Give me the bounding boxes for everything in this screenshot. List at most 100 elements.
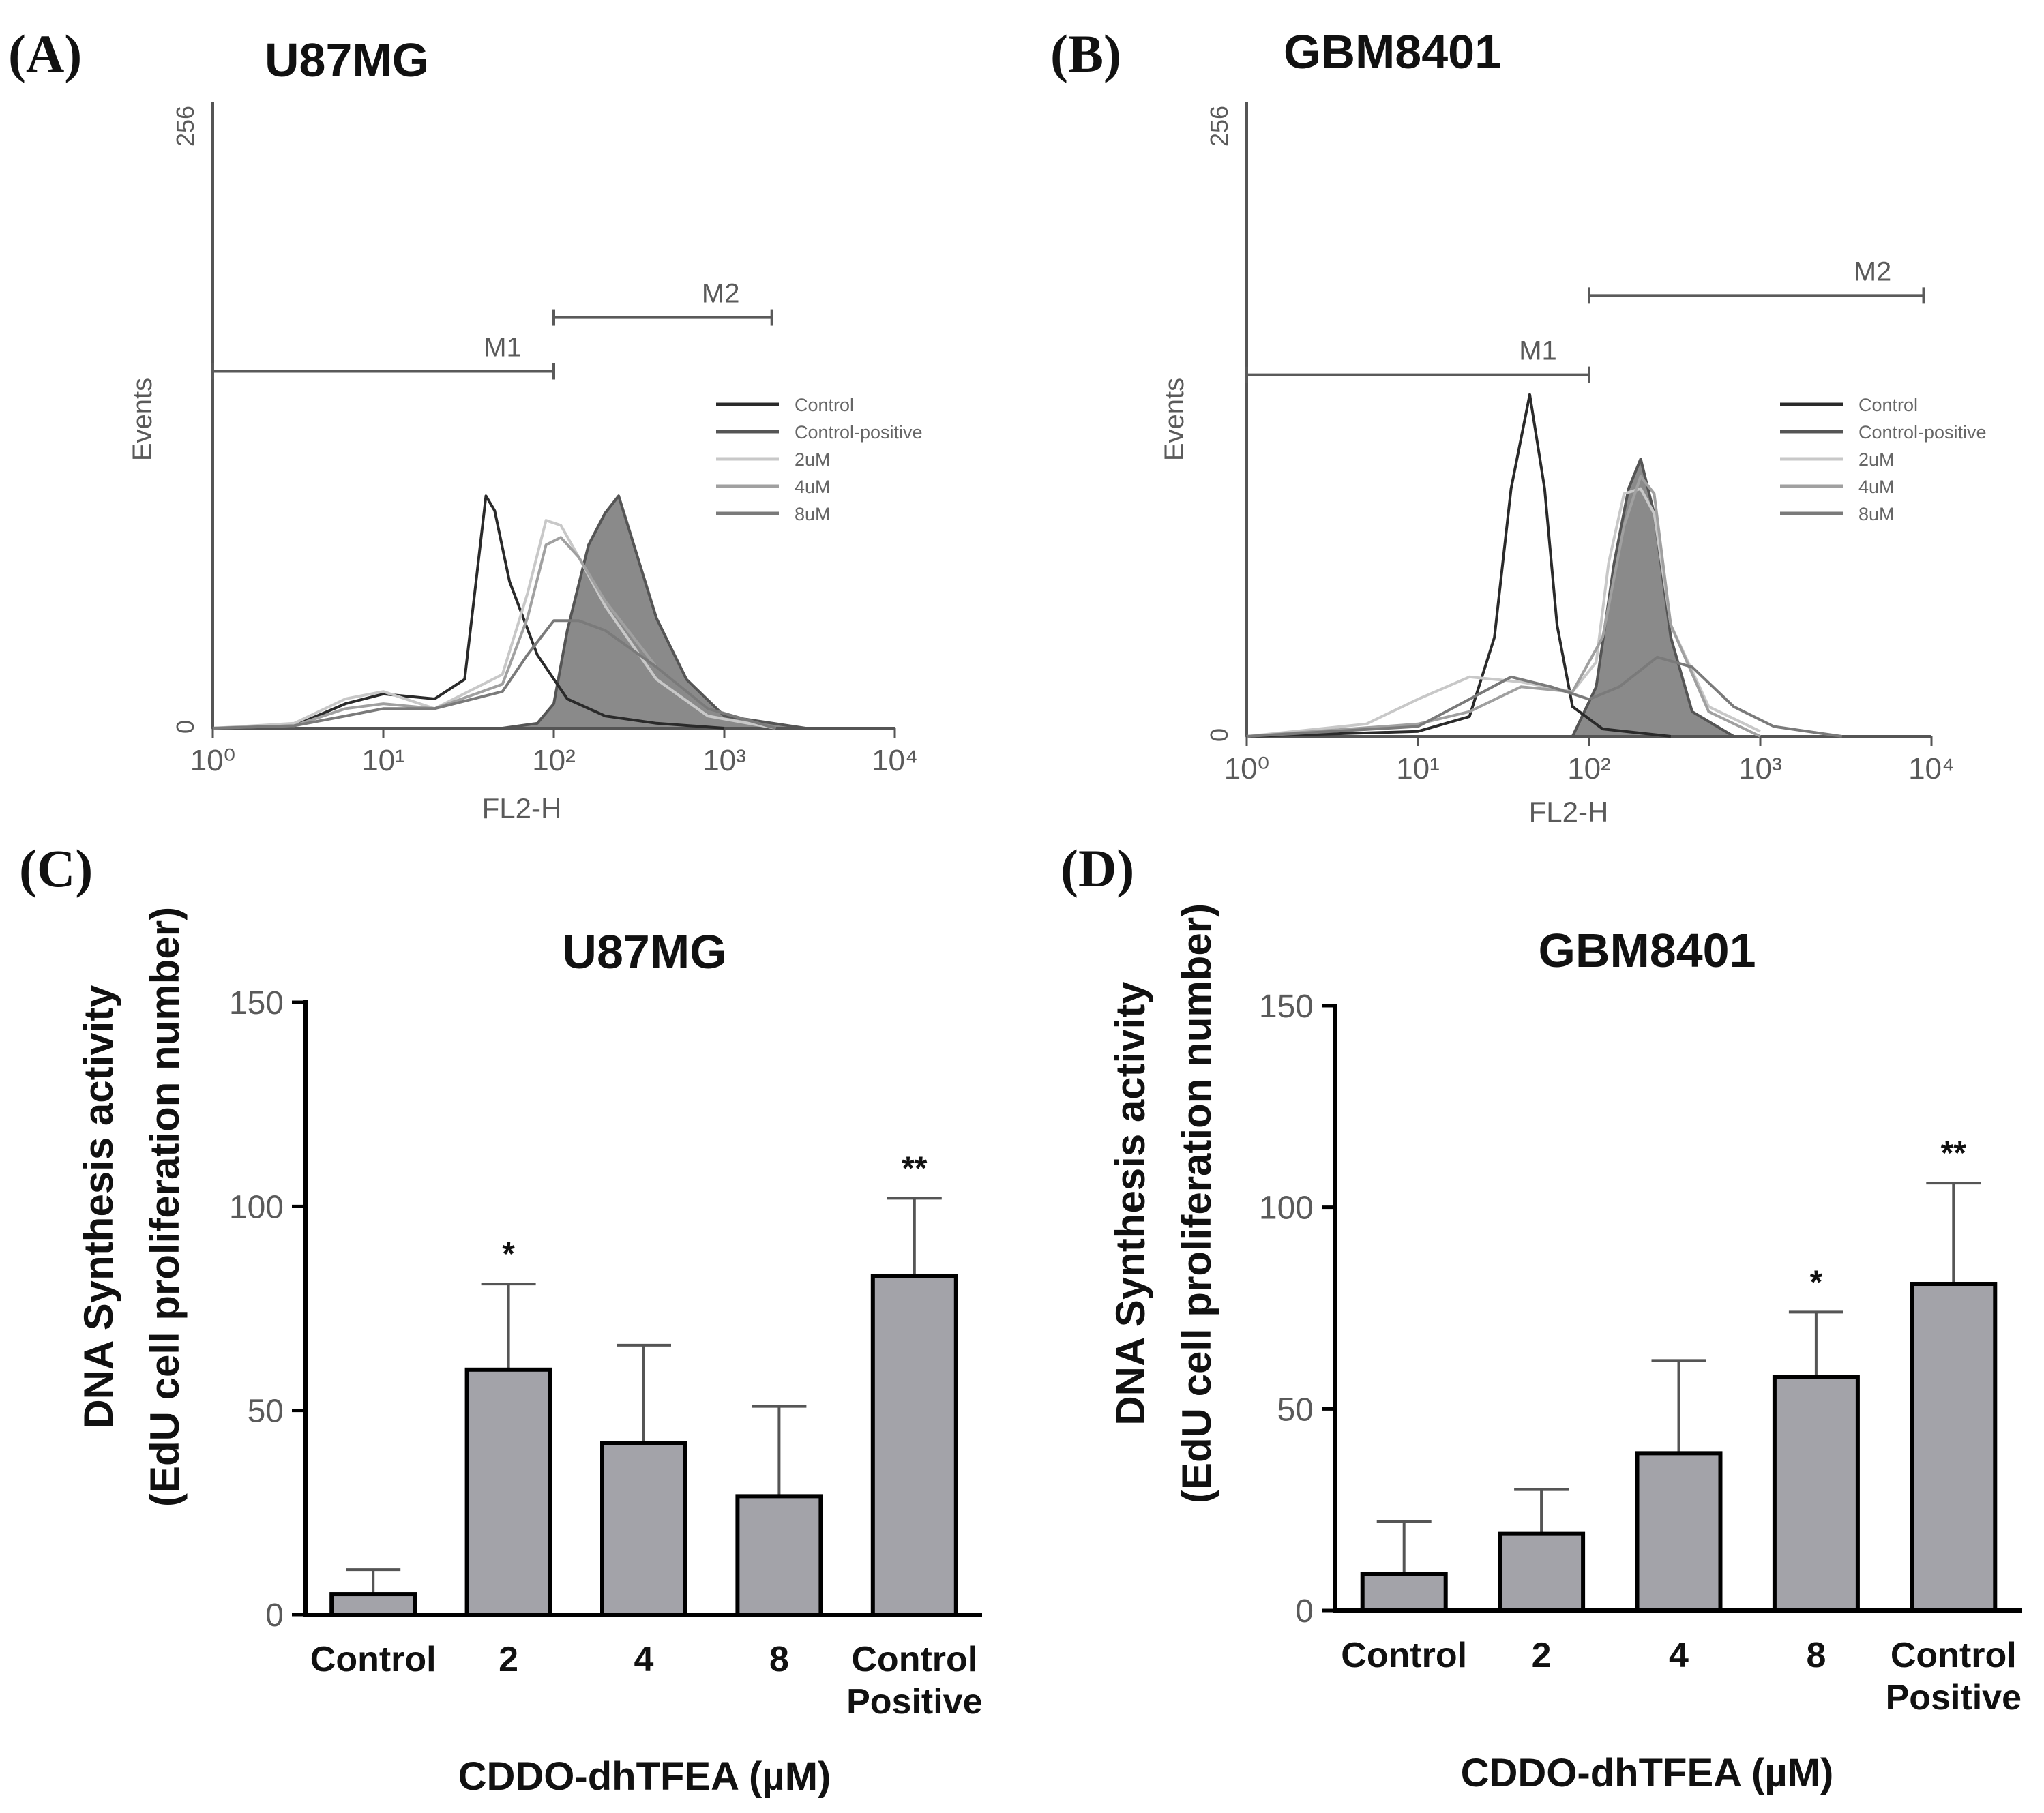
panel-c-x-tick-label: 4 <box>634 1640 654 1679</box>
panel-b-curve-8um <box>1246 655 1843 738</box>
panel-a-x-axis-label: FL2-H <box>482 792 562 824</box>
panel-c-y-tick-label: 50 <box>248 1394 284 1430</box>
panel-b-legend-label: Control <box>1858 395 1918 415</box>
panel-d-bar <box>1360 1572 1448 1613</box>
panel-b-series <box>1245 393 1843 738</box>
panel-d-bar <box>1772 1375 1860 1613</box>
panel-c-x-tick-label: Positive <box>846 1682 982 1722</box>
panel-d-significance-label: ** <box>1941 1135 1967 1171</box>
panel-b-curve-4um <box>1246 475 1761 738</box>
panel-a-y-tick-label: 0 <box>171 720 199 734</box>
panel-c-bar <box>600 1441 687 1617</box>
panel-d-significance-label: * <box>1810 1264 1823 1300</box>
panel-c-letter: (C) <box>19 839 93 898</box>
panel-c-significance-label: * <box>502 1236 515 1272</box>
panel-b-x-axis-label: FL2-H <box>1529 796 1609 828</box>
panel-a-legend: Control Control-positive 2uM 4uM 8uM <box>716 395 923 524</box>
panel-d-bar <box>1910 1282 1998 1613</box>
panel-d-title: GBM8401 <box>1538 924 1756 977</box>
panel-a-x-tick-label: 10¹ <box>361 744 405 777</box>
panel-d-x-tick-label: Control <box>1341 1636 1467 1675</box>
panel-a-axes: 10⁰ 10¹ 10² 10³ 10⁴ 0 256 <box>171 102 918 777</box>
panel-a-legend-label: 2uM <box>795 449 831 470</box>
panel-d-x-tick-label: 2 <box>1532 1636 1552 1675</box>
panel-a-x-tick-label: 10⁰ <box>190 744 236 777</box>
panel-b-markers: M1 M2 <box>1245 256 1925 383</box>
panel-a-curve-control <box>212 494 725 730</box>
panel-b-legend-label: 2uM <box>1858 449 1895 470</box>
panel-b-legend-label: Control-positive <box>1858 422 1987 443</box>
panel-c-x-tick-label: 8 <box>769 1640 789 1679</box>
panel-c-bar <box>464 1367 552 1617</box>
panel-c-bars: *** <box>329 1150 958 1617</box>
panel-d-x-tick-label: 8 <box>1806 1636 1826 1675</box>
panel-d-bar <box>1635 1451 1723 1613</box>
panel-b-legend-label: 8uM <box>1858 504 1895 524</box>
panel-b-x-tick-label: 10² <box>1567 752 1611 785</box>
panel-c-bar <box>735 1494 823 1617</box>
panel-a: (A) U87MG 10⁰ 10¹ 10² 10³ 10⁴ 0 256 M1 M2 Contr… <box>8 24 923 824</box>
panel-b-x-tick-label: 10⁴ <box>1908 752 1955 785</box>
panel-b-title: GBM8401 <box>1284 25 1501 78</box>
panel-a-y-axis-label: Events <box>128 378 158 461</box>
panel-a-x-tick-label: 10³ <box>702 744 746 777</box>
panel-d-letter: (D) <box>1061 839 1134 898</box>
panel-b-legend: Control Control-positive 2uM 4uM 8uM <box>1780 395 1987 524</box>
panel-a-x-tick-label: 10⁴ <box>872 744 918 777</box>
panel-a-legend-label: 8uM <box>795 504 831 524</box>
panel-c-y-axis-label-line1: DNA Synthesis activity <box>76 985 121 1429</box>
panel-d-y-tick-label: 50 <box>1277 1392 1314 1428</box>
panel-c-bar <box>870 1274 958 1617</box>
panel-a-curve-2um <box>212 519 776 730</box>
panel-b-legend-label: 4uM <box>1858 477 1895 497</box>
panel-d-y-tick-label: 0 <box>1295 1593 1314 1630</box>
panel-c-title: U87MG <box>562 925 726 978</box>
panel-a-legend-label: Control <box>795 395 854 415</box>
panel-d-bar <box>1498 1531 1586 1613</box>
panel-c-x-tick-label: Control <box>310 1640 436 1679</box>
panel-a-curve-4um <box>212 536 776 730</box>
panel-d-bars: *** <box>1360 1135 1998 1613</box>
panel-a-x-tick-label: 10² <box>532 744 576 777</box>
panel-a-letter: (A) <box>8 24 82 83</box>
panel-d-x-tick-label: Control <box>1891 1636 2017 1675</box>
panel-d-y-tick-label: 150 <box>1259 989 1314 1025</box>
panel-a-title: U87MG <box>265 33 429 87</box>
panel-b-y-tick-label: 256 <box>1205 106 1233 147</box>
panel-b-x-tick-label: 10¹ <box>1396 752 1440 785</box>
panel-b: (B) GBM8401 10⁰ 10¹ 10² 10³ 10⁴ 0 256 M1 M2 Con… <box>1050 24 1987 828</box>
panel-c-bar <box>329 1592 417 1617</box>
panel-d-y-tick-label: 100 <box>1259 1190 1314 1227</box>
panel-b-curve-control-positive <box>1245 458 1736 738</box>
panel-a-y-tick-label: 256 <box>171 106 199 147</box>
panel-b-x-tick-label: 10³ <box>1738 752 1782 785</box>
panel-a-legend-label: Control-positive <box>795 422 923 443</box>
panel-a-series <box>211 494 808 730</box>
panel-c-y-axis-label-line2: (EdU cell proliferation number) <box>142 907 188 1507</box>
panel-a-curve-8um <box>212 619 776 730</box>
panel-d-x-tick-label: Positive <box>1886 1678 2021 1718</box>
panel-c-x-axis-label: CDDO-dhTFEA (µM) <box>458 1754 831 1799</box>
panel-a-marker-label: M2 <box>702 279 740 309</box>
panel-a-curve-control-positive <box>211 494 808 730</box>
panel-b-marker-label: M2 <box>1854 256 1892 286</box>
panel-d-y-axis-label-line1: DNA Synthesis activity <box>1108 981 1153 1426</box>
panel-c-y-tick-label: 150 <box>229 985 284 1021</box>
panel-c-y-tick-label: 0 <box>265 1598 284 1634</box>
panel-c-y-tick-label: 100 <box>229 1189 284 1225</box>
panel-b-y-tick-label: 0 <box>1205 728 1233 742</box>
panel-d-x-tick-label: 4 <box>1669 1636 1689 1675</box>
panel-a-marker-label: M1 <box>484 332 522 362</box>
panel-c-x-tick-label: 2 <box>499 1640 518 1679</box>
panel-c-x-tick-label: Control <box>851 1640 977 1679</box>
panel-a-legend-label: 4uM <box>795 477 831 497</box>
panel-b-curve-control <box>1246 393 1672 738</box>
panel-d-x-axis-label: CDDO-dhTFEA (µM) <box>1461 1751 1834 1795</box>
panel-a-markers: M1 M2 <box>211 279 773 380</box>
panel-b-letter: (B) <box>1050 24 1121 83</box>
panel-c-significance-label: ** <box>902 1150 928 1186</box>
